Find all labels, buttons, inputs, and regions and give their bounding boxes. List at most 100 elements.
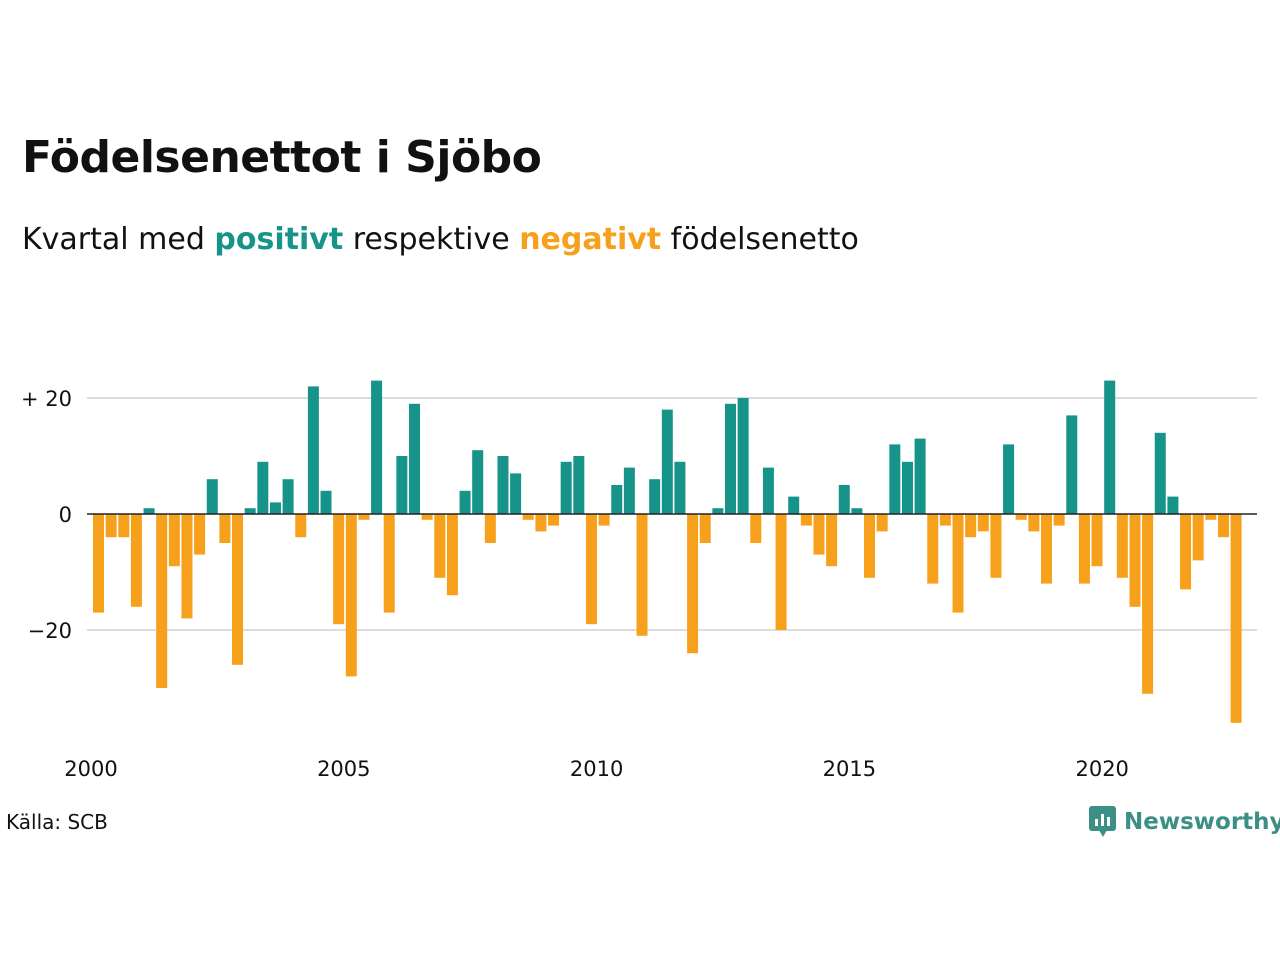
x-tick-label: 2020 (1075, 757, 1128, 781)
bar (649, 479, 661, 514)
bar (1230, 514, 1242, 723)
bar (548, 514, 560, 526)
bar (194, 514, 206, 555)
bar (611, 485, 623, 514)
chart-title: Födelsenettot i Sjöbo (22, 132, 542, 183)
bar (775, 514, 787, 630)
brand-logo: Newsworthy (1088, 804, 1280, 840)
bar (269, 502, 281, 514)
bar (826, 514, 838, 567)
bar (383, 514, 395, 613)
bar (1180, 514, 1192, 590)
bar (1205, 514, 1217, 520)
y-tick-label: 0 (59, 503, 72, 527)
bar (510, 473, 522, 514)
bar (282, 479, 294, 514)
bar (864, 514, 876, 578)
bar (446, 514, 458, 596)
bar (105, 514, 117, 538)
bar (1078, 514, 1090, 584)
bar (813, 514, 825, 555)
bar (257, 461, 269, 514)
bar (156, 514, 168, 688)
y-tick-label: + 20 (21, 387, 72, 411)
bar (1104, 380, 1116, 514)
bar (1167, 496, 1179, 514)
bar (1217, 514, 1229, 538)
bar (1192, 514, 1204, 561)
bar (1015, 514, 1027, 520)
bar (206, 479, 218, 514)
bar (901, 461, 913, 514)
bar (219, 514, 231, 543)
bar (333, 514, 345, 625)
bar (143, 508, 155, 514)
newsworthy-chart-bubble-icon (1089, 806, 1116, 837)
bar (1028, 514, 1040, 532)
bar (434, 514, 446, 578)
bar (472, 450, 484, 514)
x-tick-label: 2005 (317, 757, 370, 781)
bar (1041, 514, 1052, 584)
subtitle-end: födelsenetto (661, 222, 859, 257)
bar (585, 514, 597, 625)
bar (1154, 432, 1166, 514)
bar (800, 514, 812, 526)
bar (876, 514, 888, 532)
bar (307, 386, 319, 514)
bar (421, 514, 433, 520)
bar (851, 508, 863, 514)
bar (762, 467, 774, 514)
bar (914, 438, 926, 514)
source-note: Källa: SCB (6, 810, 108, 834)
bar (130, 514, 142, 607)
bar (118, 514, 130, 538)
x-tick-label: 2010 (570, 757, 623, 781)
bar (788, 496, 800, 514)
bar (990, 514, 1002, 578)
bar (371, 380, 383, 514)
bar (674, 461, 686, 514)
bar (687, 514, 699, 654)
x-tick-label: 2015 (823, 757, 876, 781)
subtitle-start: Kvartal med (22, 222, 215, 257)
bar (699, 514, 711, 543)
bar (1116, 514, 1128, 578)
bar (535, 514, 547, 532)
bar (497, 456, 509, 514)
subtitle-positive-label: positivt (214, 222, 344, 257)
bar (573, 456, 585, 514)
bar (396, 456, 408, 514)
bar (623, 467, 635, 514)
bar (522, 514, 534, 520)
bar (409, 403, 420, 514)
bar (712, 508, 724, 514)
bar (560, 461, 572, 514)
subtitle-negative-label: negativt (519, 222, 662, 257)
bar (345, 514, 357, 677)
bar (598, 514, 610, 526)
bar (750, 514, 762, 543)
bar (484, 514, 496, 543)
bar (965, 514, 977, 538)
bar (1053, 514, 1065, 526)
bar (295, 514, 307, 538)
bar (1129, 514, 1141, 607)
bar (232, 514, 244, 665)
bar (459, 490, 471, 514)
bar (1091, 514, 1103, 567)
bar (320, 490, 332, 514)
bar (93, 514, 104, 613)
bar (636, 514, 648, 636)
bar (168, 514, 180, 567)
y-tick-label: −20 (28, 619, 72, 643)
bar (889, 444, 901, 514)
brand-name: Newsworthy (1124, 809, 1280, 835)
subtitle-middle: respektive (343, 222, 520, 257)
bar (244, 508, 256, 514)
bar (1003, 444, 1015, 514)
bar (737, 398, 749, 514)
x-tick-label: 2000 (64, 757, 117, 781)
bar (1066, 415, 1078, 514)
